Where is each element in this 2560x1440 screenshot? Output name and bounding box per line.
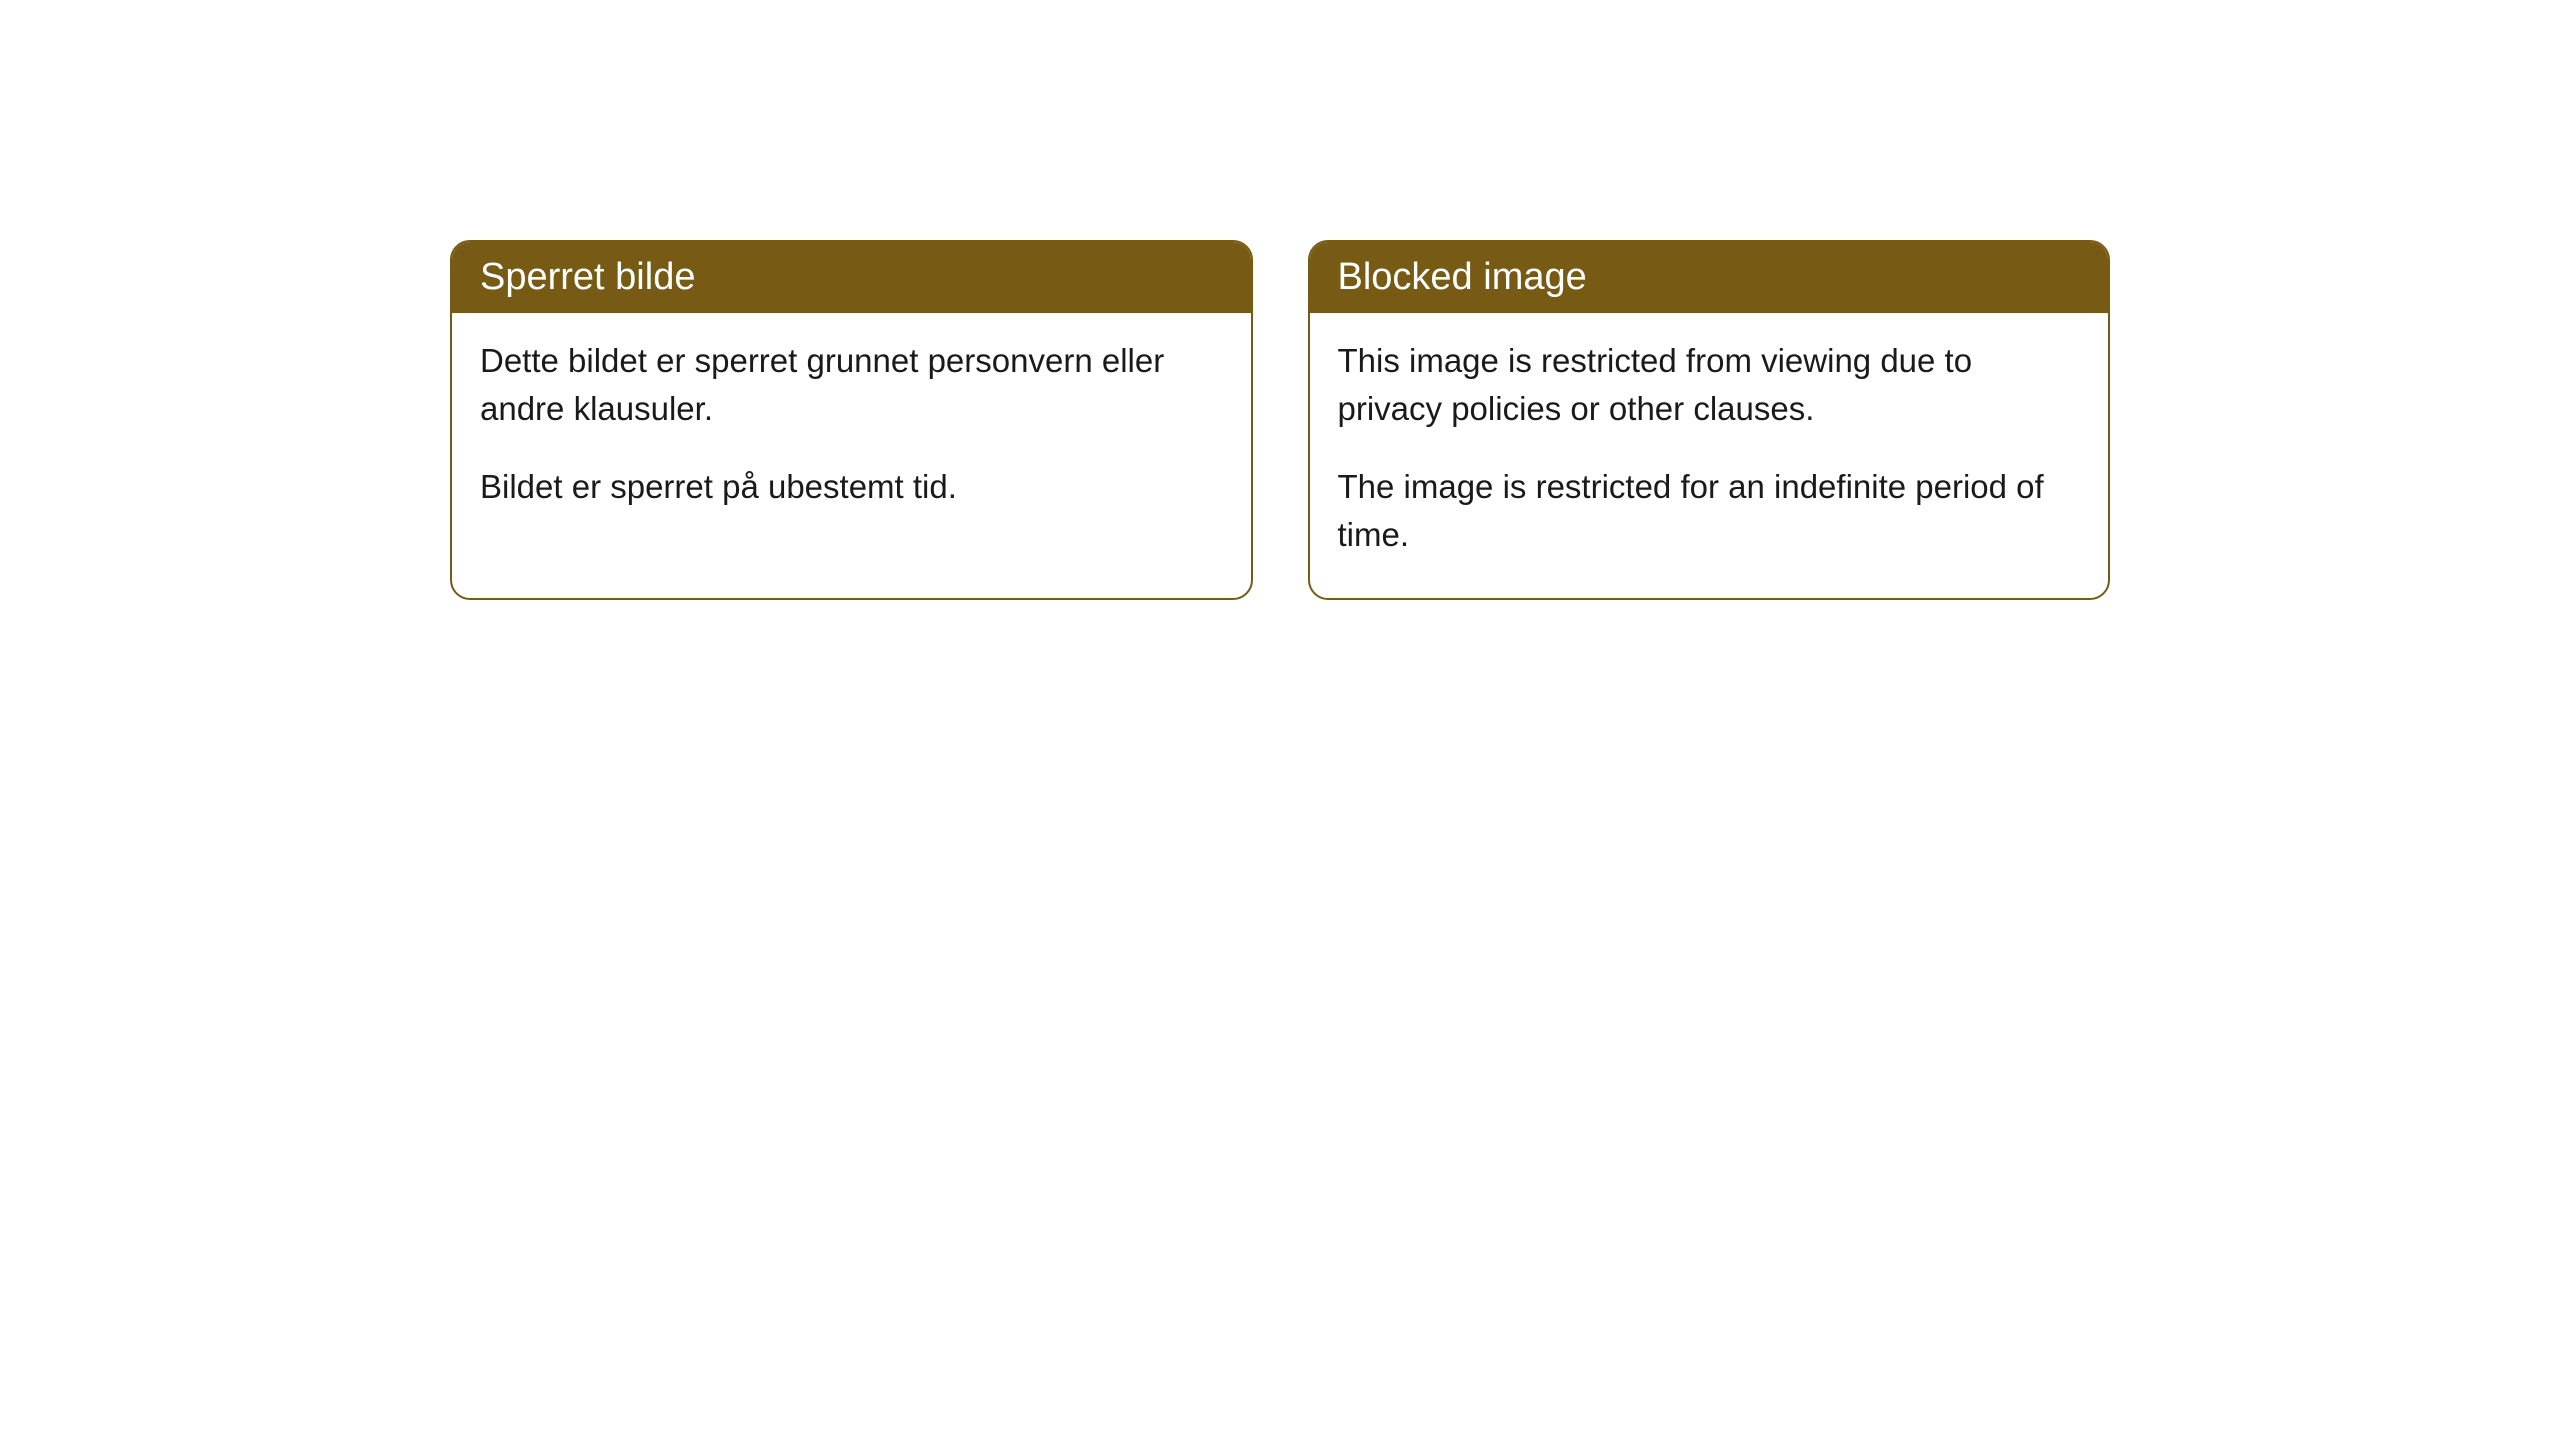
card-paragraph: Bildet er sperret på ubestemt tid. bbox=[480, 463, 1223, 511]
notice-cards-container: Sperret bilde Dette bildet er sperret gr… bbox=[450, 240, 2110, 600]
card-paragraph: This image is restricted from viewing du… bbox=[1338, 337, 2081, 433]
card-paragraph: Dette bildet er sperret grunnet personve… bbox=[480, 337, 1223, 433]
card-title: Sperret bilde bbox=[480, 256, 695, 298]
card-paragraph: The image is restricted for an indefinit… bbox=[1338, 463, 2081, 559]
notice-card-english: Blocked image This image is restricted f… bbox=[1308, 240, 2111, 600]
notice-card-norwegian: Sperret bilde Dette bildet er sperret gr… bbox=[450, 240, 1253, 600]
card-body: Dette bildet er sperret grunnet personve… bbox=[452, 313, 1251, 551]
card-title: Blocked image bbox=[1338, 256, 1587, 298]
card-body: This image is restricted from viewing du… bbox=[1310, 313, 2109, 598]
card-header: Blocked image bbox=[1310, 242, 2109, 313]
card-header: Sperret bilde bbox=[452, 242, 1251, 313]
